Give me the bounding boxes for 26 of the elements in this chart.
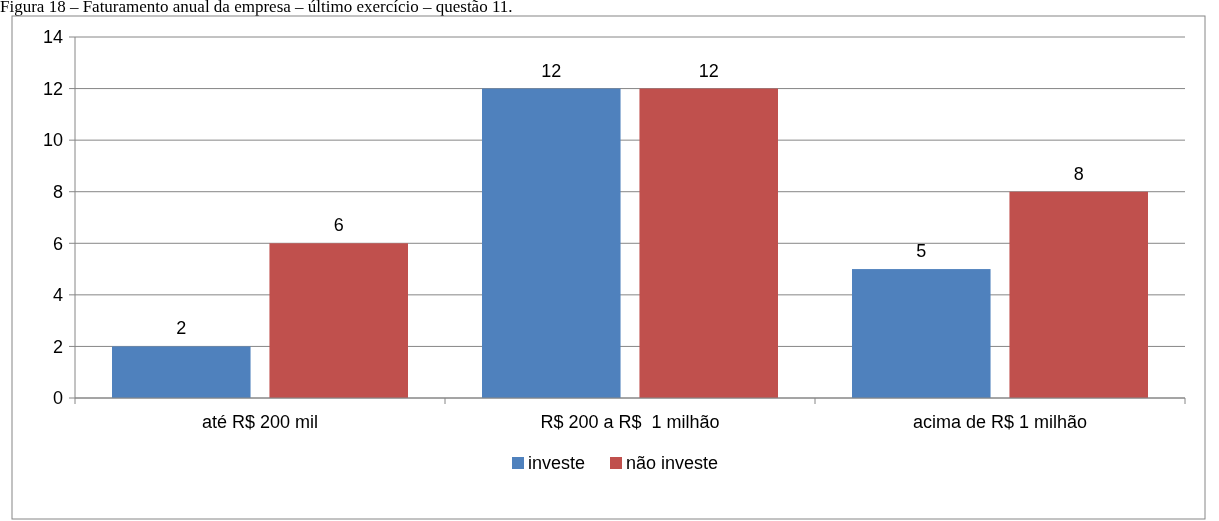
data-label: 5: [916, 241, 927, 262]
bar: [1009, 191, 1148, 398]
bar: [112, 346, 251, 398]
y-tick-label: 2: [52, 336, 63, 357]
legend-label: investe: [528, 453, 586, 474]
y-tick-label: 8: [52, 182, 63, 203]
data-label: 6: [333, 215, 344, 236]
y-tick-label: 4: [52, 285, 63, 306]
chart-title: Figura 18 – Faturamento anual da empresa – último exercício – questão 11.: [0, 0, 513, 16]
data-label: 2: [176, 318, 187, 339]
x-tick-label: até R$ 200 mil: [201, 412, 319, 432]
y-tick-label: 0: [52, 388, 63, 409]
data-label: 12: [541, 60, 562, 81]
y-tick-label: 6: [52, 233, 63, 254]
x-tick-label: R$ 200 a R$ 1 milhão: [540, 412, 720, 432]
bar: [482, 88, 621, 398]
bar: [852, 269, 991, 398]
y-tick-label: 10: [42, 130, 63, 151]
y-tick-label: 12: [42, 78, 63, 99]
data-label: 8: [1073, 163, 1084, 184]
data-label: 12: [698, 60, 719, 81]
x-tick-label: acima de R$ 1 milhão: [912, 412, 1088, 432]
bar: [269, 243, 408, 398]
y-tick-label: 14: [42, 27, 63, 48]
legend-label: não investe: [626, 453, 719, 474]
bar: [639, 88, 778, 398]
